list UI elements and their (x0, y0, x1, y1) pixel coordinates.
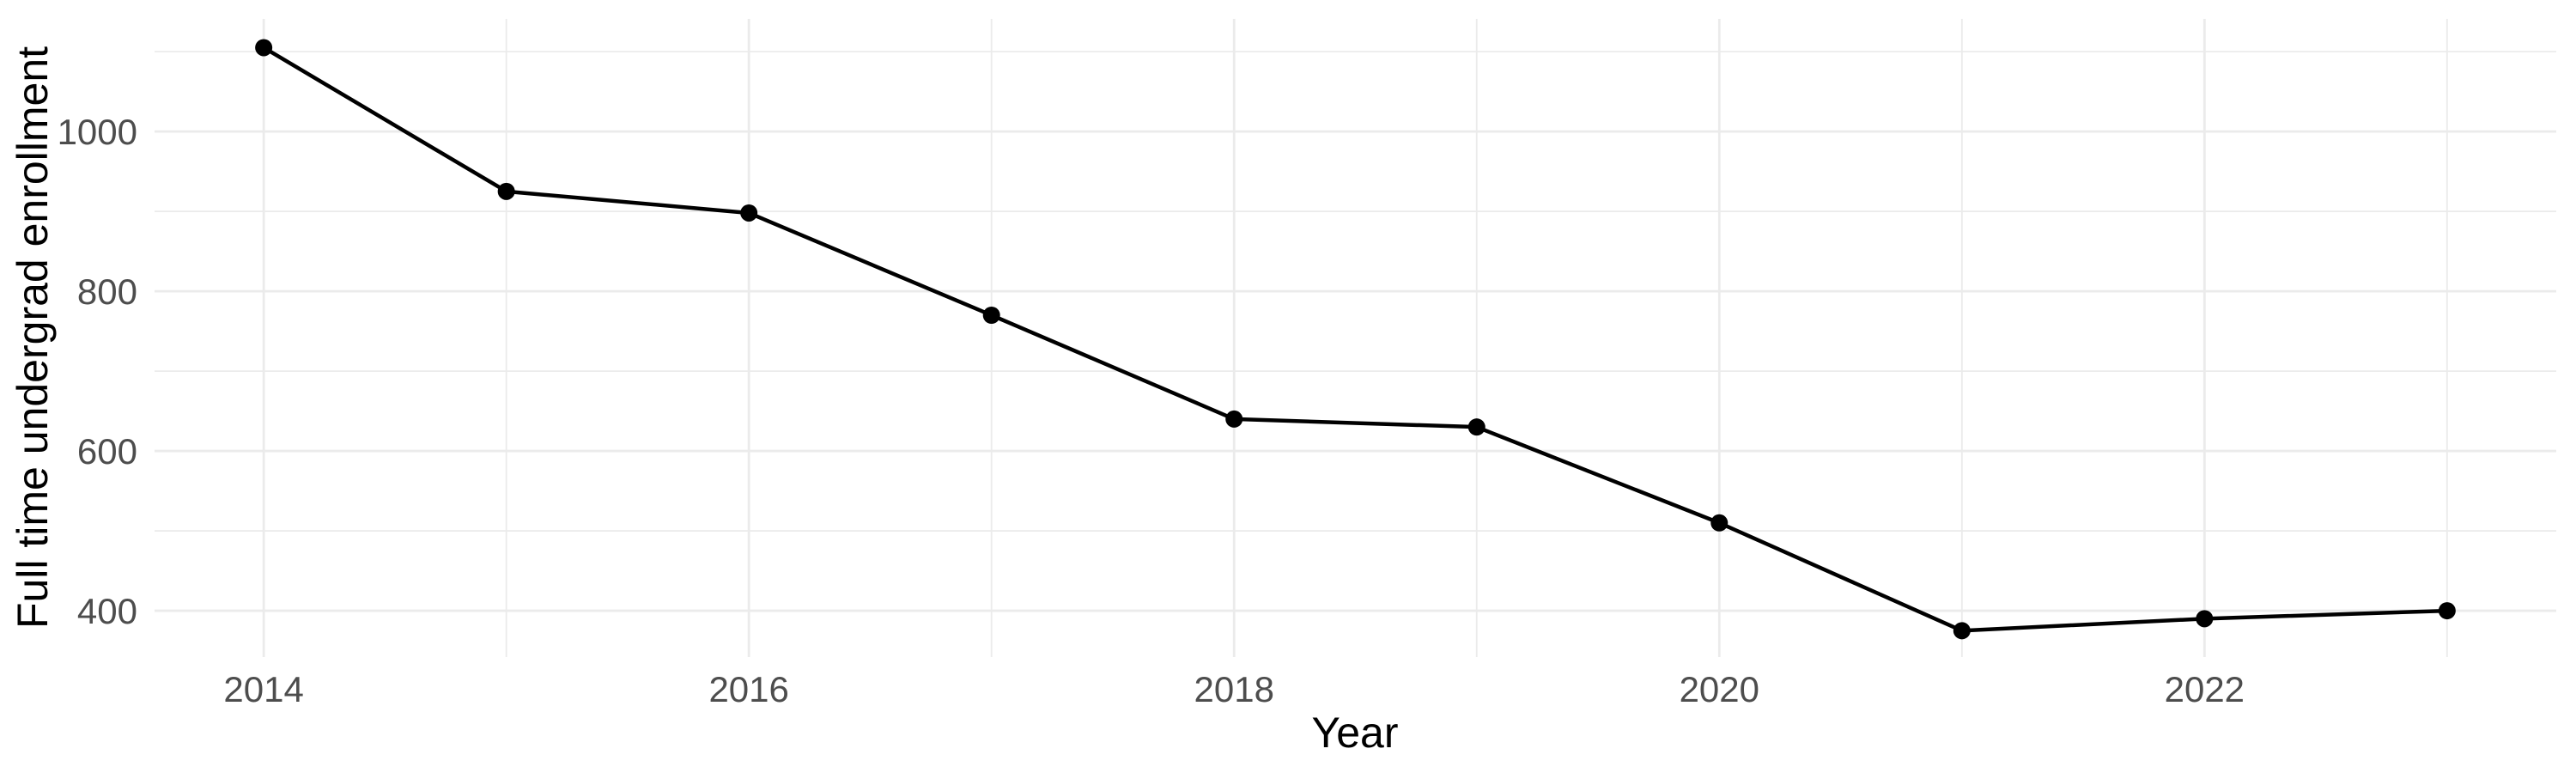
data-point-2017 (982, 306, 1000, 324)
x-tick-label-2018: 2018 (1194, 669, 1274, 709)
x-axis-title: Year (1311, 709, 1398, 757)
x-tick-label-2014: 2014 (223, 669, 303, 709)
x-tick-label-2022: 2022 (2165, 669, 2245, 709)
x-tick-label-2020: 2020 (1680, 669, 1759, 709)
data-point-2015 (497, 182, 515, 200)
data-point-2022 (2196, 610, 2214, 628)
x-tick-label-2016: 2016 (708, 669, 788, 709)
data-point-2014 (255, 39, 273, 57)
minor-gridlines (155, 19, 2556, 657)
data-point-2021 (1953, 622, 1971, 640)
y-axis-tick-labels: 400 600 800 1000 (58, 112, 137, 631)
data-point-2018 (1225, 410, 1243, 428)
data-point-2020 (1710, 514, 1728, 532)
series-line (262, 46, 2447, 633)
y-tick-label-400: 400 (77, 591, 137, 631)
data-point-2016 (740, 204, 758, 222)
data-point-2023 (2438, 602, 2456, 620)
y-axis-title: Full time undergrad enrollment (9, 46, 57, 629)
data-point-2019 (1467, 418, 1485, 436)
y-tick-label-600: 600 (77, 431, 137, 472)
major-gridlines (155, 19, 2556, 657)
data-series-line (262, 46, 2447, 633)
y-tick-label-1000: 1000 (58, 112, 137, 152)
y-tick-label-800: 800 (77, 271, 137, 312)
data-points (255, 39, 2456, 640)
x-axis-tick-labels: 2014 2016 2018 2020 2022 (223, 669, 2245, 709)
